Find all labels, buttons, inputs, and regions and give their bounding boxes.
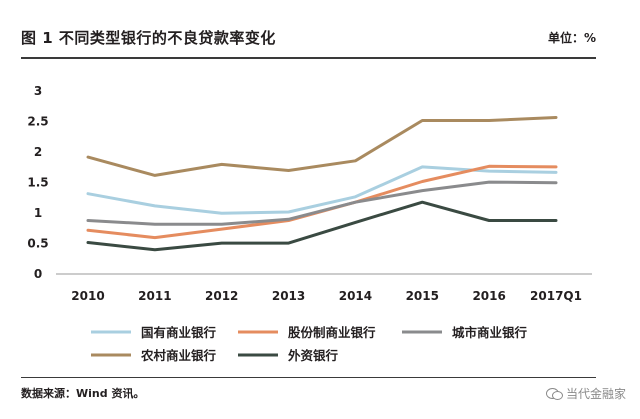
source-note: 数据来源：Wind 资讯。: [21, 387, 145, 400]
x-tick-label: 2015: [406, 289, 439, 303]
y-axis-ticks: 0 0.5 1 1.5 2 2.5 3: [27, 84, 48, 281]
legend-label: 农村商业银行: [140, 348, 217, 363]
x-tick-label: 2014: [339, 289, 372, 303]
series-line-4: [86, 200, 558, 252]
x-tick-label: 2013: [272, 289, 305, 303]
series-line-2: [86, 180, 558, 226]
y-tick-label: 2.5: [27, 115, 48, 129]
x-tick-label: 2010: [71, 289, 104, 303]
y-tick-label: 3: [34, 84, 42, 98]
x-tick-label: 2017Q1: [530, 289, 582, 303]
x-axis-ticks: 2010 2011 2012 2013 2014 2015 2016 2017Q1: [71, 289, 582, 303]
unit-label: 单位：%: [547, 31, 596, 45]
series-line-0: [86, 165, 558, 215]
chart-title: 图 1 不同类型银行的不良贷款率变化: [21, 29, 276, 47]
x-tick-label: 2011: [138, 289, 171, 303]
legend-label: 外资银行: [287, 348, 339, 363]
x-tick-label: 2016: [472, 289, 505, 303]
legend-label: 股份制商业银行: [288, 325, 376, 340]
legend-label: 城市商业银行: [452, 325, 528, 340]
series-line-3: [86, 116, 558, 177]
y-tick-label: 0.5: [27, 237, 48, 251]
x-tick-label: 2012: [205, 289, 238, 303]
top-divider: [21, 57, 596, 59]
watermark: 当代金融家: [545, 385, 626, 402]
y-tick-label: 0: [34, 267, 42, 281]
y-tick-label: 1: [34, 206, 42, 220]
y-tick-label: 1.5: [27, 176, 48, 190]
watermark-text: 当代金融家: [565, 387, 626, 401]
legend-label: 国有商业银行: [141, 325, 217, 340]
series-line-1: [86, 164, 558, 240]
wechat-icon: [545, 387, 563, 400]
bottom-divider: [21, 377, 596, 378]
series-lines: [86, 116, 558, 252]
y-tick-label: 2: [34, 145, 42, 159]
